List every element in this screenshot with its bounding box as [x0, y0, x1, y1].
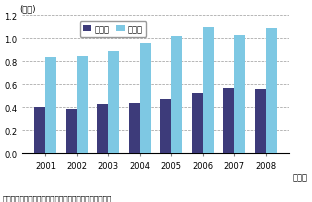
Bar — [266, 29, 276, 153]
Text: (兆円): (兆円) — [20, 4, 36, 14]
Bar — [192, 94, 203, 153]
Bar — [77, 56, 88, 153]
Bar — [234, 36, 245, 153]
Bar — [160, 100, 171, 153]
Bar — [108, 52, 119, 153]
Bar — [171, 37, 182, 153]
Bar — [203, 28, 214, 153]
Bar — [34, 108, 45, 153]
Bar — [97, 104, 108, 153]
Bar — [66, 110, 77, 153]
Bar — [129, 103, 140, 153]
Text: 資料：厚生労働省「薬事工業生産動態統計」から作成。: 資料：厚生労働省「薬事工業生産動態統計」から作成。 — [3, 194, 113, 201]
Bar — [255, 89, 266, 153]
Text: （年）: （年） — [293, 173, 308, 182]
Bar — [223, 88, 234, 153]
Bar — [45, 57, 56, 153]
Bar — [140, 44, 151, 153]
Legend: 輸出額, 輸入額: 輸出額, 輸入額 — [80, 22, 146, 37]
